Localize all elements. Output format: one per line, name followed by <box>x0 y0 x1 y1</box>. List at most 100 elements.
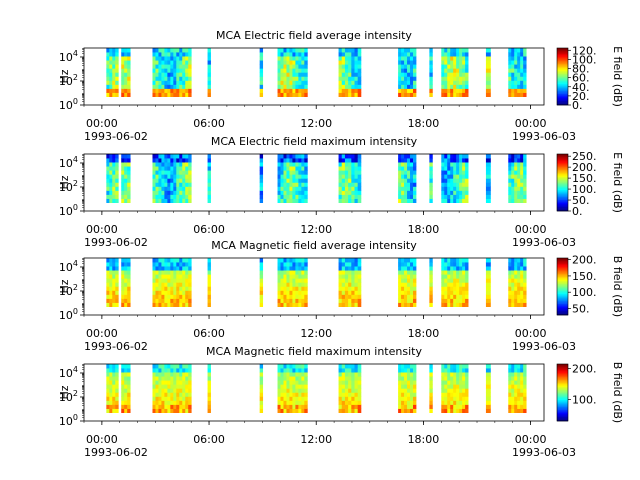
heatmap-cell <box>301 278 305 283</box>
heatmap-cell <box>341 384 346 389</box>
heatmap-cell <box>283 178 287 183</box>
colorbar-swatch <box>557 419 568 422</box>
heatmap-cell <box>404 72 408 77</box>
heatmap-cell <box>286 404 290 409</box>
heatmap-cell <box>298 282 302 287</box>
heatmap-cell <box>280 278 284 283</box>
heatmap-cell <box>456 404 460 409</box>
heatmap-cell <box>407 404 411 409</box>
heatmap-cell <box>155 286 159 291</box>
heatmap-cell <box>523 408 527 413</box>
heatmap-cell <box>127 258 131 263</box>
heatmap-cell <box>161 186 165 191</box>
heatmap-cell <box>508 262 512 267</box>
heatmap-cell <box>338 76 343 81</box>
heatmap-cell <box>398 92 402 97</box>
heatmap-cell <box>289 178 293 183</box>
heatmap-cell <box>401 368 405 373</box>
heatmap-cell <box>295 286 299 291</box>
heatmap-cell <box>456 270 460 275</box>
heatmap-cell <box>517 404 521 409</box>
heatmap-cell <box>161 376 165 381</box>
heatmap-cell <box>164 298 168 303</box>
heatmap-cell <box>127 270 131 275</box>
heatmap-cell <box>459 282 463 287</box>
colorbar-swatch <box>557 83 568 86</box>
heatmap-cell <box>152 266 156 271</box>
heatmap-cell <box>465 76 469 81</box>
heatmap-cell <box>398 190 402 195</box>
heatmap-cell <box>344 52 349 57</box>
heatmap-cell <box>176 92 180 97</box>
heatmap-cell <box>106 72 110 77</box>
heatmap-cell <box>127 266 131 271</box>
heatmap-cell <box>429 384 433 389</box>
heatmap-cell <box>112 84 116 89</box>
heatmap-cell <box>338 384 343 389</box>
heatmap-cell <box>450 388 454 393</box>
heatmap-cell <box>444 174 448 179</box>
heatmap-cell <box>164 380 168 385</box>
heatmap-cell <box>459 380 463 385</box>
heatmap-cell <box>179 368 183 373</box>
heatmap-cell <box>121 92 125 97</box>
heatmap-cell <box>289 84 293 89</box>
heatmap-cell <box>520 376 524 381</box>
heatmap-cell <box>341 88 346 93</box>
heatmap-cell <box>179 162 183 167</box>
heatmap-cell <box>338 84 343 89</box>
heatmap-cell <box>447 178 451 183</box>
colorbar-swatch <box>557 75 568 77</box>
heatmap-cell <box>447 56 451 61</box>
heatmap-cell <box>338 88 343 93</box>
heatmap-cell <box>207 290 211 295</box>
heatmap-cell <box>447 274 451 279</box>
heatmap-cell <box>259 278 264 283</box>
heatmap-cell <box>176 278 180 283</box>
heatmap-cell <box>401 364 405 369</box>
heatmap-cell <box>185 178 189 183</box>
heatmap-cell <box>523 258 527 263</box>
heatmap-cell <box>283 198 287 203</box>
heatmap-cell <box>188 80 192 85</box>
heatmap-cell <box>444 194 448 199</box>
heatmap-cell <box>301 166 305 171</box>
heatmap-cell <box>413 270 417 275</box>
heatmap-cell <box>127 166 131 171</box>
colorbar-swatch <box>557 265 568 267</box>
colorbar-swatch <box>557 409 568 412</box>
heatmap-cell <box>292 278 296 283</box>
heatmap-cell <box>289 388 293 393</box>
heatmap-cell <box>398 72 402 77</box>
heatmap-cell <box>357 396 362 401</box>
heatmap-cell <box>459 68 463 73</box>
heatmap-cell <box>173 270 177 275</box>
heatmap-cell <box>109 278 113 283</box>
heatmap-cell <box>158 48 162 53</box>
heatmap-cell <box>167 364 171 369</box>
heatmap-cell <box>462 56 466 61</box>
heatmap-cell <box>459 174 463 179</box>
heatmap-cell <box>456 380 460 385</box>
heatmap-cell <box>277 278 281 283</box>
heatmap-cell <box>121 80 125 85</box>
heatmap-cell <box>179 302 183 307</box>
heatmap-cell <box>112 274 116 279</box>
heatmap-cell <box>185 258 189 263</box>
heatmap-cell <box>152 88 156 93</box>
heatmap-cell <box>182 274 186 279</box>
heatmap-cell <box>407 372 411 377</box>
heatmap-cell <box>301 282 305 287</box>
heatmap-cell <box>351 76 355 81</box>
heatmap-cell <box>161 258 165 263</box>
heatmap-cell <box>523 392 527 397</box>
colorbar-swatch <box>557 172 568 175</box>
heatmap-cell <box>429 266 433 271</box>
heatmap-cell <box>124 376 128 381</box>
heatmap-cell <box>517 68 521 73</box>
heatmap-cell <box>164 52 168 57</box>
heatmap-cell <box>341 262 346 267</box>
colorbar-swatch <box>557 183 568 186</box>
heatmap-cell <box>523 282 527 287</box>
heatmap-cell <box>124 286 128 291</box>
